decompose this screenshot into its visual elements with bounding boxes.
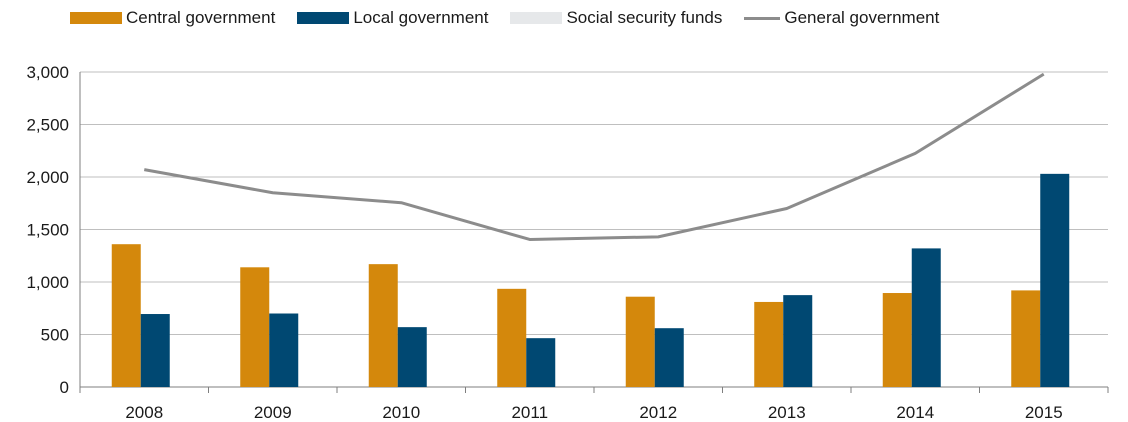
bar-local-government-2009	[269, 313, 299, 387]
line-general-government	[143, 72, 1045, 241]
legend-item-local-government: Local government	[297, 8, 488, 28]
legend-label-social-security-funds: Social security funds	[566, 8, 723, 27]
y-tick-label: 500	[41, 326, 69, 345]
x-tick-label: 2012	[639, 403, 677, 422]
legend-swatch-central-government	[70, 12, 122, 24]
x-tick-label: 2013	[768, 403, 806, 422]
legend: Central government Local government Soci…	[70, 8, 961, 28]
bar-central-government-2010	[368, 264, 398, 387]
bar-local-government-2014	[911, 248, 941, 387]
y-tick-label: 3,000	[26, 63, 69, 82]
legend-item-general-government: General government	[744, 8, 939, 28]
x-tick-label: 2015	[1025, 403, 1063, 422]
bar-central-government-2012	[625, 296, 655, 387]
legend-label-central-government: Central government	[126, 8, 276, 27]
y-tick-label: 1,500	[26, 221, 69, 240]
y-tick-label: 0	[60, 378, 69, 397]
bar-local-government-2012	[654, 328, 684, 387]
bar-local-government-2015	[1040, 173, 1070, 387]
x-tick-label: 2008	[125, 403, 163, 422]
legend-item-central-government: Central government	[70, 8, 275, 28]
bar-local-government-2008	[140, 314, 170, 387]
bar-central-government-2011	[497, 288, 527, 387]
x-tick-label: 2009	[254, 403, 292, 422]
bar-central-government-2015	[1011, 290, 1041, 387]
bar-central-government-2009	[240, 267, 270, 387]
bar-central-government-2014	[882, 293, 912, 387]
legend-swatch-general-government	[744, 16, 781, 20]
legend-label-general-government: General government	[784, 8, 940, 27]
bar-central-government-2008	[111, 244, 141, 387]
bar-local-government-2013	[783, 295, 813, 387]
x-tick-label: 2014	[896, 403, 934, 422]
legend-swatch-local-government	[297, 12, 350, 24]
bar-local-government-2010	[397, 327, 427, 387]
x-tick-label: 2011	[511, 403, 548, 422]
legend-swatch-social-security-funds	[510, 12, 563, 24]
y-tick-label: 2,000	[26, 168, 69, 187]
y-tick-label: 1,000	[26, 273, 69, 292]
x-tick-label: 2010	[382, 403, 420, 422]
bar-central-government-2013	[754, 301, 784, 387]
legend-label-local-government: Local government	[353, 8, 489, 27]
bar-local-government-2011	[526, 338, 556, 387]
legend-item-social-security-funds: Social security funds	[510, 8, 722, 28]
y-tick-label: 2,500	[26, 116, 69, 135]
